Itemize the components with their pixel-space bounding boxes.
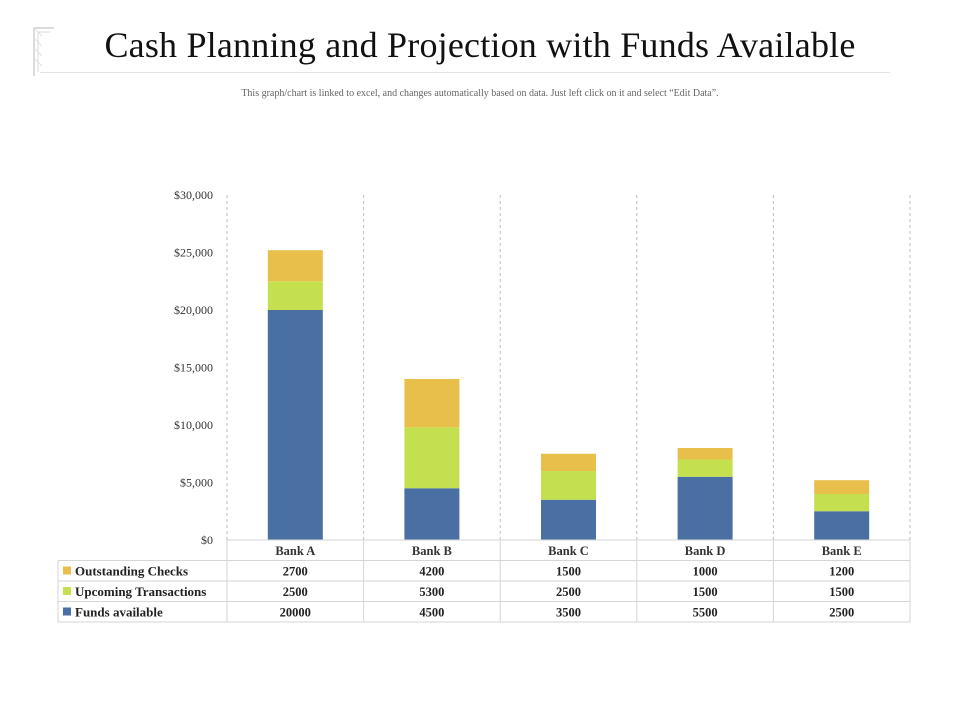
bar-segment xyxy=(267,310,323,540)
y-tick-label: $20,000 xyxy=(174,303,213,317)
bar-segment xyxy=(677,476,733,540)
table-cell-value: 4500 xyxy=(419,606,444,620)
category-label: Bank C xyxy=(548,544,589,558)
table-cell-value: 4200 xyxy=(419,565,444,579)
bar-segment xyxy=(404,488,460,540)
bar-segment xyxy=(541,499,596,540)
category-label: Bank D xyxy=(685,544,726,558)
table-cell-value: 5500 xyxy=(693,606,718,620)
table-cell-value: 2700 xyxy=(283,565,308,579)
legend-key xyxy=(63,607,71,616)
category-label: Bank E xyxy=(822,544,862,558)
page-title: Cash Planning and Projection with Funds … xyxy=(104,25,856,65)
table-cell-value: 1500 xyxy=(829,585,854,599)
table-cell-value: 5300 xyxy=(419,585,444,599)
legend-key xyxy=(63,566,71,575)
bar-segment xyxy=(541,471,596,500)
bar-segment xyxy=(541,453,596,471)
title-underline xyxy=(40,72,890,73)
legend-key xyxy=(63,587,71,595)
table-cell-value: 20000 xyxy=(280,606,311,620)
y-tick-label: $25,000 xyxy=(174,246,213,260)
page-subtitle: This graph/chart is linked to excel, and… xyxy=(241,88,719,99)
legend-label: Upcoming Transactions xyxy=(75,584,206,599)
table-cell-value: 1000 xyxy=(693,565,718,579)
corner-bracket-decoration xyxy=(33,27,54,76)
y-tick-label: $10,000 xyxy=(174,418,213,432)
table-cell-value: 2500 xyxy=(829,606,854,620)
table-cell-value: 1500 xyxy=(693,585,718,599)
y-tick-label: $0 xyxy=(201,533,213,547)
bar-segment xyxy=(814,511,870,540)
category-label: Bank A xyxy=(275,544,315,558)
table-cell-value: 1500 xyxy=(556,565,581,579)
bar-segment xyxy=(814,480,870,494)
bar-segment xyxy=(267,281,323,310)
table-cell-value: 2500 xyxy=(283,585,308,599)
bar-segment xyxy=(404,427,460,489)
bar-segment xyxy=(267,250,323,282)
bar-segment xyxy=(814,494,870,512)
bar-segment xyxy=(677,459,733,477)
legend-label: Funds available xyxy=(75,605,163,620)
y-tick-label: $5,000 xyxy=(180,476,213,490)
table-cell-value: 2500 xyxy=(556,585,581,599)
bar-segment xyxy=(404,379,460,428)
y-tick-label: $15,000 xyxy=(174,361,213,375)
legend-label: Outstanding Checks xyxy=(75,564,188,579)
bar-segment xyxy=(677,448,733,460)
table-cell-value: 1200 xyxy=(829,565,854,579)
y-tick-label: $30,000 xyxy=(174,188,213,202)
category-label: Bank B xyxy=(412,544,452,558)
table-cell-value: 3500 xyxy=(556,606,581,620)
